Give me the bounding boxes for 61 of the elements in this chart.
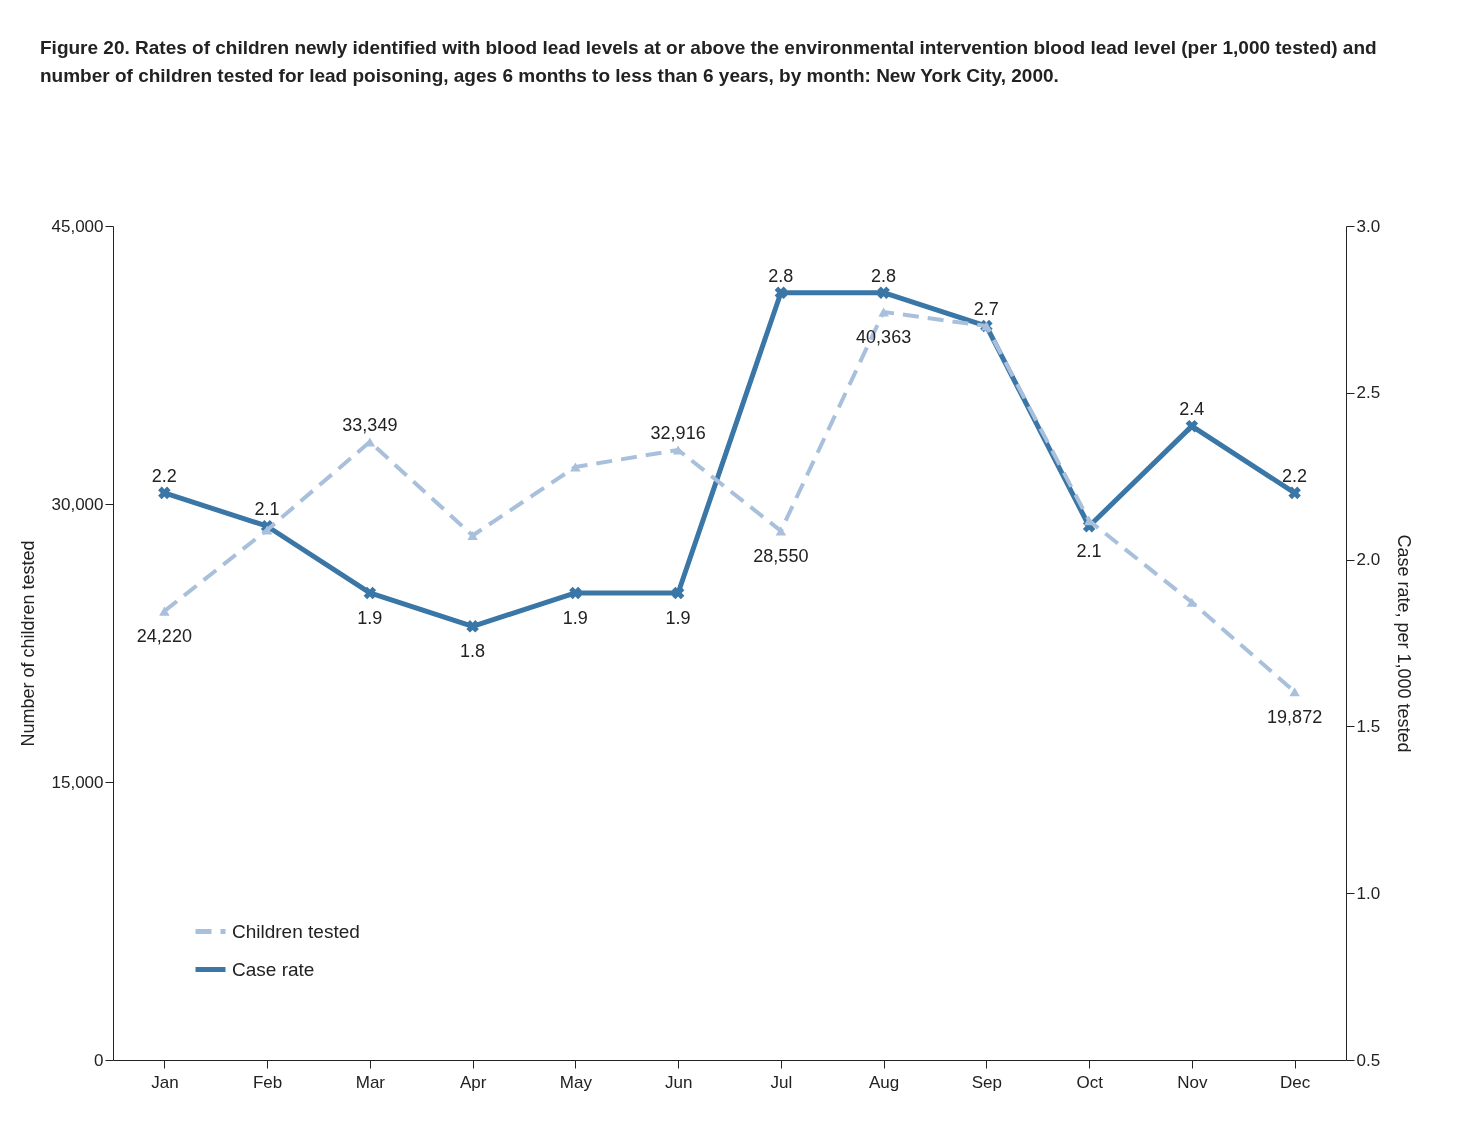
y-tick-label: 30,000 (51, 494, 104, 514)
legend-label: Case rate (232, 958, 315, 980)
point (671, 586, 685, 600)
x-tick-label: Feb (252, 1072, 283, 1092)
x-tick-label: Nov (1177, 1072, 1208, 1092)
data-label: 1.8 (460, 641, 486, 662)
y-axis-title: Number of children tested (17, 540, 38, 747)
y2-tick-label: 2.5 (1356, 383, 1381, 403)
data-label: 1.9 (665, 607, 691, 628)
data-label: 1.9 (562, 607, 588, 628)
data-label: 28,550 (753, 545, 809, 566)
legend-label: Children tested (232, 920, 360, 942)
x-tick-label: Dec (1280, 1072, 1311, 1092)
point (261, 525, 273, 535)
chart-title: Figure 20. Rates of children newly identified with blood lead levels at or above the environmental intervention blood lead level (per 1,000 tested) and number of children tested for lead poisoning, ages 6 months to less than 6 years, by month: New York City, 2000. (40, 36, 1378, 88)
point (774, 286, 788, 299)
data-label: 2.8 (768, 265, 794, 286)
point (877, 286, 890, 299)
x-tick-label: Jul (770, 1072, 793, 1092)
point (1289, 687, 1300, 697)
y2-tick-label: 1.5 (1356, 716, 1381, 736)
data-label: 2.8 (871, 265, 897, 286)
x-tick-label: Mar (355, 1072, 386, 1092)
x-tick-label: Jun (664, 1072, 693, 1092)
y2-tick-label: 2.0 (1356, 550, 1381, 570)
x-tick-label: Aug (869, 1072, 900, 1092)
x-tick-label: Sep (971, 1072, 1002, 1092)
data-label: 2.1 (1076, 541, 1102, 562)
data-label: 19,872 (1267, 706, 1323, 727)
point (878, 307, 889, 317)
y2-axis-title: Case rate, per 1,000 tested (1394, 534, 1415, 753)
y-tick-label: 15,000 (51, 772, 104, 792)
data-label: 2.2 (1282, 465, 1308, 486)
point (467, 530, 478, 541)
y2-tick-label: 1.0 (1356, 883, 1381, 903)
x-tick-label: Apr (459, 1072, 487, 1092)
data-label: 2.4 (1179, 399, 1205, 420)
data-label: 2.2 (151, 465, 177, 486)
y2-tick-label: 3.0 (1356, 216, 1381, 236)
point (159, 606, 170, 616)
x-tick-label: Jan (151, 1072, 179, 1092)
data-label: 24,220 (136, 626, 192, 647)
data-label: 2.1 (254, 499, 280, 520)
point (1185, 419, 1199, 433)
y2-tick-label: 0.5 (1356, 1050, 1381, 1070)
data-label: 1.9 (357, 607, 383, 628)
point (363, 586, 377, 600)
point (1288, 486, 1301, 500)
data-label: 32,916 (650, 422, 706, 443)
x-tick-label: May (559, 1072, 593, 1092)
y-tick-label: 45,000 (51, 216, 104, 236)
point (158, 486, 171, 500)
point (775, 526, 787, 536)
point (1186, 597, 1198, 607)
point (466, 620, 479, 633)
data-label: 40,363 (856, 326, 912, 347)
data-label: 2.7 (973, 299, 999, 320)
point (569, 586, 582, 600)
x-tick-label: Oct (1076, 1072, 1104, 1092)
y-tick-label: 0 (94, 1050, 104, 1070)
data-label: 33,349 (342, 414, 398, 435)
